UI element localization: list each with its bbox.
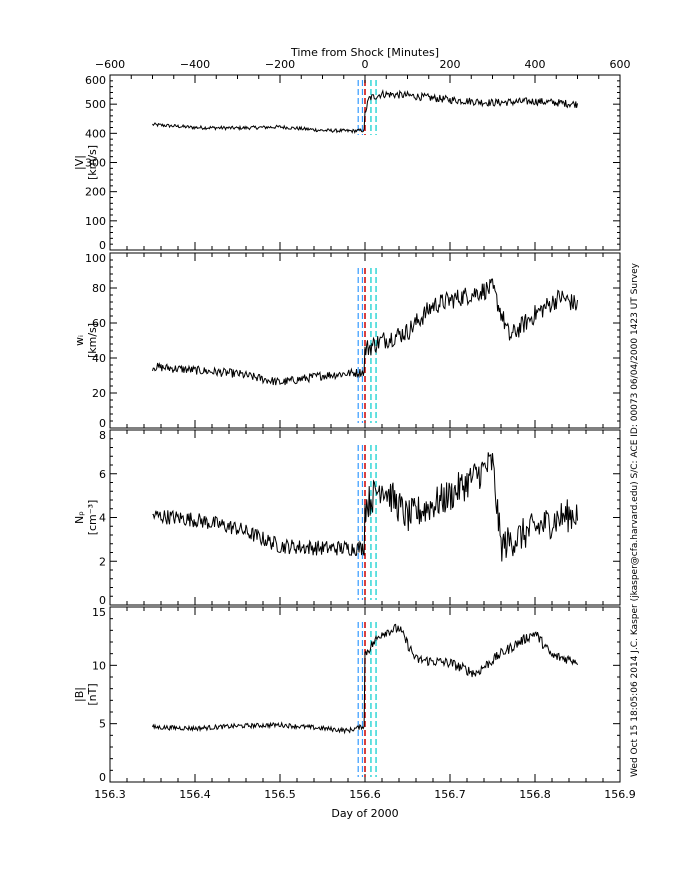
y-tick-label: 0	[99, 417, 106, 430]
top-x-tick-label: 400	[525, 58, 546, 71]
y-tick-label: 0	[99, 771, 106, 784]
y-tick-label: 500	[85, 98, 106, 111]
top-x-tick-label: 600	[610, 58, 631, 71]
y-tick-label: 300	[85, 157, 106, 170]
y-axis-unit: [km/s]	[86, 323, 99, 358]
y-tick-label: 8	[99, 429, 106, 442]
y-tick-label: 15	[92, 606, 106, 619]
axes-text-group: Time from Shock [Minutes] Day of 2000 We…	[290, 46, 640, 820]
y-tick-label: 2	[99, 555, 106, 568]
y-tick-label: 0	[99, 239, 106, 252]
y-axis-unit: [km/s]	[86, 145, 99, 180]
top-x-tick-label: −400	[180, 58, 210, 71]
bottom-x-tick-label: 156.7	[434, 788, 466, 801]
y-axis-label: |B|	[73, 687, 86, 702]
top-axis-title: Time from Shock [Minutes]	[290, 46, 439, 59]
bottom-x-tick-label: 156.6	[349, 788, 381, 801]
y-tick-label: 5	[99, 718, 106, 731]
y-tick-label: 4	[99, 512, 106, 525]
y-axis-unit: [nT]	[86, 683, 99, 705]
y-tick-label: 10	[92, 659, 106, 672]
bottom-x-tick-label: 156.9	[604, 788, 636, 801]
bottom-x-tick-label: 156.8	[519, 788, 551, 801]
y-tick-label: 100	[85, 215, 106, 228]
data-series-line	[152, 278, 578, 386]
top-x-tick-label: −600	[95, 58, 125, 71]
top-x-tick-label: 0	[362, 58, 369, 71]
top-x-tick-label: 200	[440, 58, 461, 71]
y-tick-label: 60	[92, 317, 106, 330]
y-tick-label: 80	[92, 282, 106, 295]
y-tick-label: 40	[92, 352, 106, 365]
y-axis-label: wᵢ	[73, 335, 86, 346]
side-info-label: Wed Oct 15 18:05:06 2014 J.C. Kasper (jk…	[630, 262, 640, 777]
bottom-x-tick-label: 156.5	[264, 788, 296, 801]
y-tick-label: 0	[99, 594, 106, 607]
bottom-axis-title: Day of 2000	[331, 807, 398, 820]
bottom-x-tick-label: 156.3	[94, 788, 126, 801]
data-series-line	[152, 88, 578, 134]
y-tick-label: 100	[85, 252, 106, 265]
data-series-line	[152, 452, 578, 562]
y-axis-label: Nₚ	[73, 511, 86, 524]
y-tick-label: 6	[99, 468, 106, 481]
y-tick-label: 200	[85, 186, 106, 199]
y-axis-unit: [cm⁻³]	[86, 500, 99, 536]
y-axis-label: |V|	[73, 155, 86, 170]
y-tick-label: 20	[92, 387, 106, 400]
data-series-line	[152, 623, 578, 735]
y-tick-label: 400	[85, 127, 106, 140]
top-x-tick-label: −200	[265, 58, 295, 71]
bottom-x-tick-label: 156.4	[179, 788, 211, 801]
y-tick-label: 600	[85, 74, 106, 87]
